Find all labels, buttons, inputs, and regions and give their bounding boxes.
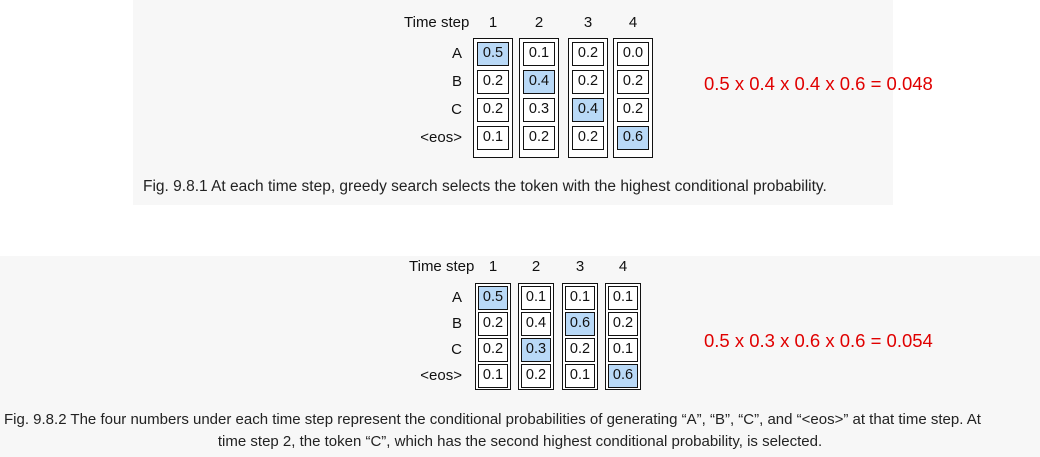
time-step-number: 4 xyxy=(628,14,638,31)
selected-probability-cell: 0.5 xyxy=(477,42,509,66)
selected-probability-cell: 0.6 xyxy=(617,126,649,150)
time-step-number: 3 xyxy=(583,14,593,31)
time-step-number: 3 xyxy=(575,258,585,275)
caption-2-line-1: Fig. 9.8.2 The four numbers under each t… xyxy=(4,411,981,428)
time-step-number: 1 xyxy=(488,258,498,275)
probability-cell: 0.1 xyxy=(521,286,551,310)
time-step-number: 2 xyxy=(531,258,541,275)
probability-cell: 0.2 xyxy=(617,98,649,122)
probability-cell: 0.1 xyxy=(477,126,509,150)
selected-probability-cell: 0.6 xyxy=(565,312,595,336)
selected-probability-cell: 0.5 xyxy=(478,286,508,310)
token-row-label: A xyxy=(451,289,462,306)
probability-cell: 0.0 xyxy=(617,42,649,66)
equation-1: 0.5 x 0.4 x 0.4 x 0.6 = 0.048 xyxy=(704,73,933,94)
time-step-label: Time step xyxy=(409,258,475,275)
caption-2-line-2: time step 2, the token “C”, which has th… xyxy=(217,433,823,450)
token-row-label: A xyxy=(451,45,462,62)
time-step-number: 4 xyxy=(618,258,628,275)
probability-cell: 0.2 xyxy=(617,70,649,94)
time-step-number: 2 xyxy=(534,14,544,31)
probability-cell: 0.2 xyxy=(478,312,508,336)
probability-cell: 0.2 xyxy=(572,42,604,66)
token-row-label: C xyxy=(451,101,462,118)
probability-cell: 0.2 xyxy=(521,364,551,388)
selected-probability-cell: 0.4 xyxy=(572,98,604,122)
token-row-label: <eos> xyxy=(420,367,462,384)
time-step-number: 1 xyxy=(488,14,498,31)
probability-cell: 0.2 xyxy=(477,70,509,94)
probability-cell: 0.2 xyxy=(608,312,638,336)
probability-cell: 0.1 xyxy=(478,364,508,388)
probability-cell: 0.2 xyxy=(478,338,508,362)
probability-cell: 0.4 xyxy=(521,312,551,336)
probability-cell: 0.2 xyxy=(565,338,595,362)
selected-probability-cell: 0.6 xyxy=(608,364,638,388)
token-row-label: B xyxy=(451,315,462,332)
probability-cell: 0.2 xyxy=(572,126,604,150)
probability-cell: 0.2 xyxy=(477,98,509,122)
equation-2: 0.5 x 0.3 x 0.6 x 0.6 = 0.054 xyxy=(704,330,933,351)
probability-cell: 0.1 xyxy=(565,364,595,388)
probability-cell: 0.3 xyxy=(523,98,555,122)
probability-cell: 0.1 xyxy=(523,42,555,66)
probability-cell: 0.1 xyxy=(608,338,638,362)
probability-cell: 0.1 xyxy=(608,286,638,310)
probability-cell: 0.1 xyxy=(565,286,595,310)
selected-probability-cell: 0.3 xyxy=(521,338,551,362)
token-row-label: B xyxy=(451,73,462,90)
probability-cell: 0.2 xyxy=(523,126,555,150)
figure-panel-1 xyxy=(133,0,893,205)
selected-probability-cell: 0.4 xyxy=(523,70,555,94)
token-row-label: C xyxy=(451,341,462,358)
caption-1: Fig. 9.8.1 At each time step, greedy sea… xyxy=(143,178,827,195)
time-step-label: Time step xyxy=(404,14,470,31)
probability-cell: 0.2 xyxy=(572,70,604,94)
token-row-label: <eos> xyxy=(420,129,462,146)
